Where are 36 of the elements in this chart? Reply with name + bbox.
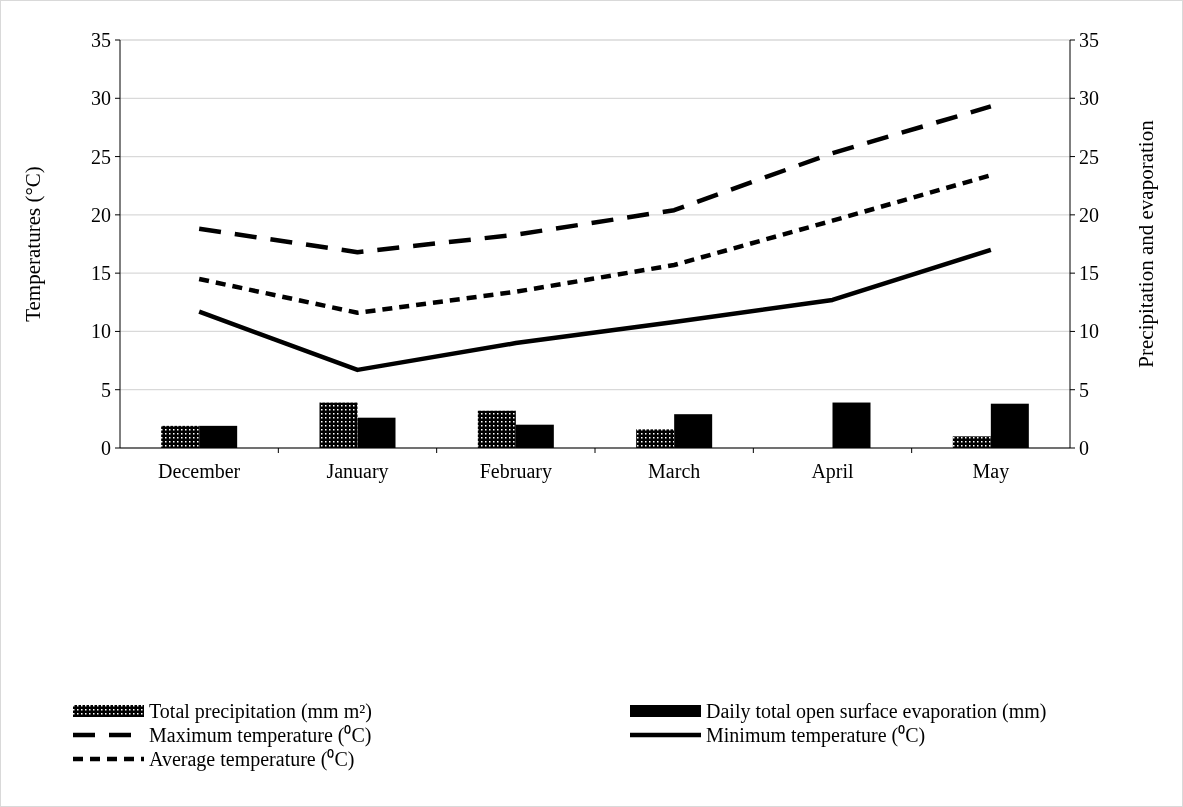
- y2-axis-title: Precipitation and evaporation: [1134, 119, 1158, 368]
- bar: [477, 410, 516, 448]
- bar: [161, 425, 200, 448]
- y-tick-label: 35: [91, 29, 111, 51]
- y-tick-label: 20: [91, 203, 111, 226]
- legend-label: Minimum temperature (⁰C): [706, 724, 926, 747]
- y-tick-label: 0: [101, 437, 111, 459]
- y2-tick-label: 20: [1079, 203, 1099, 226]
- y2-tick-label: 35: [1079, 29, 1099, 51]
- y-tick-label: 10: [91, 320, 111, 343]
- y-tick-label: 15: [91, 262, 111, 285]
- legend-label: Average temperature (⁰C): [149, 748, 355, 771]
- y-axis-title: Temperatures (°C): [21, 166, 45, 322]
- bar: [319, 402, 358, 448]
- bar: [636, 429, 675, 448]
- x-tick-label: April: [811, 460, 855, 483]
- y2-tick-label: 10: [1079, 320, 1099, 343]
- legend-label: Maximum temperature (⁰C): [149, 724, 372, 747]
- y2-tick-label: 0: [1079, 437, 1089, 459]
- x-tick-label: March: [648, 460, 701, 482]
- line-series: [196, 104, 994, 255]
- y-tick-label: 5: [101, 378, 111, 401]
- bar: [952, 436, 991, 448]
- y2-tick-label: 30: [1079, 87, 1099, 110]
- y2-tick-label: 25: [1079, 145, 1099, 168]
- line-series: [196, 247, 994, 373]
- legend-label: Total precipitation (mm m²): [149, 700, 372, 723]
- y-tick-label: 30: [91, 87, 111, 110]
- y-tick-label: 25: [91, 145, 111, 168]
- x-tick-label: January: [326, 460, 389, 483]
- y2-tick-label: 5: [1079, 378, 1089, 401]
- y2-tick-label: 15: [1079, 262, 1099, 285]
- x-tick-label: December: [158, 460, 241, 482]
- x-tick-label: May: [972, 460, 1010, 483]
- x-tick-label: February: [479, 460, 552, 483]
- legend-label: Daily total open surface evaporation (mm): [706, 700, 1047, 723]
